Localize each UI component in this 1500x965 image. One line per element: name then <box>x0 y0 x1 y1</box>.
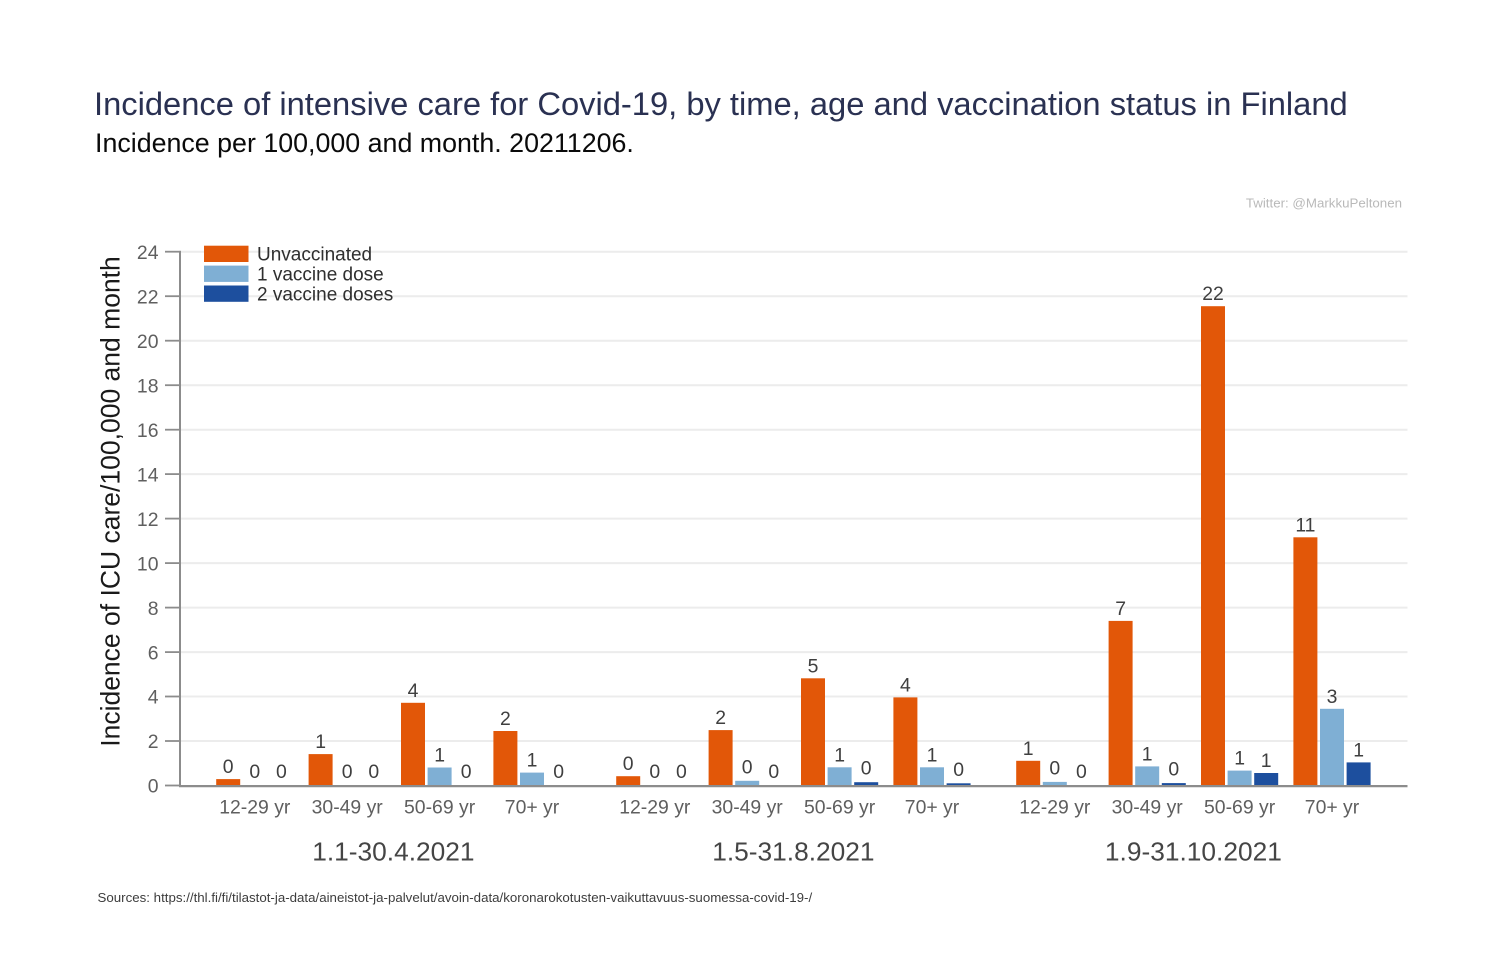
svg-text:1: 1 <box>834 744 845 766</box>
svg-text:2 vaccine doses: 2 vaccine doses <box>257 284 393 305</box>
svg-text:0: 0 <box>623 753 634 775</box>
svg-text:0: 0 <box>1076 761 1087 783</box>
svg-text:1: 1 <box>1234 748 1245 770</box>
svg-text:12-29 yr: 12-29 yr <box>1019 797 1091 819</box>
svg-text:4: 4 <box>148 687 159 709</box>
svg-text:0: 0 <box>553 761 564 783</box>
svg-text:22: 22 <box>1202 283 1224 305</box>
svg-text:0: 0 <box>676 761 687 783</box>
svg-text:20: 20 <box>137 331 159 353</box>
svg-text:0: 0 <box>249 761 260 783</box>
svg-text:0: 0 <box>1168 759 1179 781</box>
svg-text:50-69 yr: 50-69 yr <box>404 797 476 819</box>
svg-text:2: 2 <box>715 707 726 729</box>
svg-text:50-69 yr: 50-69 yr <box>1204 797 1276 819</box>
svg-text:1: 1 <box>1261 750 1272 772</box>
svg-text:1: 1 <box>315 731 326 753</box>
svg-text:12: 12 <box>137 509 159 531</box>
svg-text:70+ yr: 70+ yr <box>1305 797 1360 819</box>
svg-text:18: 18 <box>137 375 159 397</box>
svg-text:0: 0 <box>276 761 287 783</box>
svg-text:1: 1 <box>527 750 538 772</box>
svg-text:0: 0 <box>223 756 234 778</box>
svg-text:70+ yr: 70+ yr <box>505 797 560 819</box>
svg-text:1: 1 <box>1023 738 1034 760</box>
svg-text:Twitter: @MarkkuPeltonen: Twitter: @MarkkuPeltonen <box>1246 196 1402 211</box>
svg-text:6: 6 <box>148 642 159 664</box>
svg-text:2: 2 <box>148 731 159 753</box>
svg-text:0: 0 <box>768 761 779 783</box>
svg-text:1: 1 <box>1353 739 1364 761</box>
svg-text:Incidence of ICU care/100,000: Incidence of ICU care/100,000 and month <box>96 256 126 747</box>
svg-text:12-29 yr: 12-29 yr <box>619 797 691 819</box>
svg-text:0: 0 <box>953 759 964 781</box>
svg-text:Sources: https://thl.fi/fi/til: Sources: https://thl.fi/fi/tilastot-ja-d… <box>98 890 813 905</box>
svg-text:0: 0 <box>742 756 753 778</box>
svg-text:5: 5 <box>808 655 819 677</box>
svg-text:30-49 yr: 30-49 yr <box>312 797 384 819</box>
svg-text:Incidence per 100,000 and mont: Incidence per 100,000 and month. 2021120… <box>95 128 634 158</box>
svg-text:1: 1 <box>927 744 938 766</box>
svg-text:30-49 yr: 30-49 yr <box>712 797 784 819</box>
svg-text:1: 1 <box>1142 743 1153 765</box>
svg-text:Unvaccinated: Unvaccinated <box>257 245 372 266</box>
svg-text:1 vaccine dose: 1 vaccine dose <box>257 264 384 285</box>
svg-text:0: 0 <box>649 761 660 783</box>
svg-text:16: 16 <box>137 420 159 442</box>
svg-text:0: 0 <box>861 758 872 780</box>
svg-text:7: 7 <box>1115 598 1126 620</box>
svg-text:70+ yr: 70+ yr <box>905 797 960 819</box>
svg-text:0: 0 <box>368 761 379 783</box>
svg-text:4: 4 <box>900 674 911 696</box>
svg-text:0: 0 <box>342 761 353 783</box>
svg-text:0: 0 <box>461 761 472 783</box>
svg-text:10: 10 <box>137 553 159 575</box>
svg-text:22: 22 <box>137 286 159 308</box>
svg-text:0: 0 <box>1049 757 1060 779</box>
svg-text:11: 11 <box>1295 514 1315 536</box>
svg-text:1: 1 <box>434 745 445 767</box>
svg-text:14: 14 <box>137 464 159 486</box>
svg-text:3: 3 <box>1327 686 1338 708</box>
svg-text:8: 8 <box>148 598 159 620</box>
svg-text:30-49 yr: 30-49 yr <box>1112 797 1184 819</box>
svg-text:1.9-31.10.2021: 1.9-31.10.2021 <box>1105 837 1282 867</box>
svg-text:0: 0 <box>148 776 159 798</box>
svg-text:12-29 yr: 12-29 yr <box>219 797 291 819</box>
svg-text:50-69 yr: 50-69 yr <box>804 797 876 819</box>
svg-text:1.5-31.8.2021: 1.5-31.8.2021 <box>712 837 874 867</box>
svg-text:24: 24 <box>137 242 159 264</box>
svg-text:1.1-30.4.2021: 1.1-30.4.2021 <box>312 837 474 867</box>
svg-text:Incidence of intensive care fo: Incidence of intensive care for Covid-19… <box>94 85 1348 122</box>
svg-text:4: 4 <box>408 680 419 702</box>
svg-text:2: 2 <box>500 708 511 730</box>
